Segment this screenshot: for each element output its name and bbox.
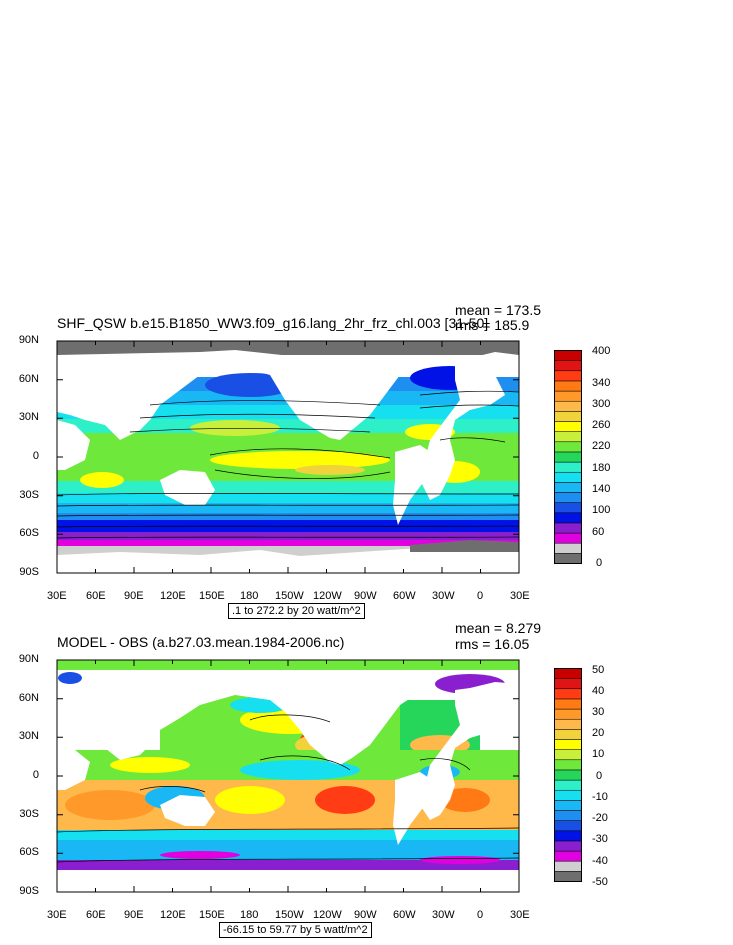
colorbar bbox=[554, 350, 582, 564]
colorbar-label: 40 bbox=[592, 685, 605, 697]
x-tick-label: 30W bbox=[432, 909, 455, 921]
colorbar-swatch bbox=[554, 789, 582, 801]
colorbar-swatch bbox=[554, 749, 582, 761]
colorbar bbox=[554, 668, 582, 882]
colorbar-label: 260 bbox=[592, 419, 611, 431]
x-tick-label: 150E bbox=[199, 909, 225, 921]
colorbar-swatch bbox=[554, 718, 582, 730]
x-tick-label: 30E bbox=[510, 590, 530, 602]
x-tick-label: 90W bbox=[354, 590, 377, 602]
colorbar-label: 10 bbox=[592, 748, 605, 760]
y-tick-label: 30N bbox=[18, 730, 39, 742]
x-tick-label: 0 bbox=[477, 909, 484, 921]
colorbar-swatch bbox=[554, 759, 582, 771]
y-tick-label: 30N bbox=[18, 411, 39, 423]
rms-value: rms = 185.9 bbox=[455, 317, 530, 333]
colorbar-swatch bbox=[554, 729, 582, 740]
y-tick-label: 30S bbox=[19, 808, 39, 820]
y-tick-label: 30S bbox=[19, 489, 39, 501]
colorbar-label: 400 bbox=[592, 345, 611, 357]
x-tick-label: 30E bbox=[510, 909, 530, 921]
x-tick-label: 60W bbox=[393, 590, 416, 602]
colorbar-swatch bbox=[554, 769, 582, 781]
colorbar-swatch bbox=[554, 860, 582, 872]
colorbar-label: 100 bbox=[592, 504, 611, 516]
colorbar-label: 30 bbox=[592, 706, 605, 718]
colorbar-label: -30 bbox=[592, 833, 608, 845]
x-tick-label: 150W bbox=[275, 909, 304, 921]
colorbar-label: 180 bbox=[592, 462, 611, 474]
colorbar-swatch bbox=[554, 698, 582, 710]
colorbar-swatch bbox=[554, 840, 582, 852]
colorbar-label: 0 bbox=[596, 770, 603, 782]
colorbar-label: -50 bbox=[592, 876, 608, 888]
y-tick-label: 90N bbox=[18, 334, 39, 346]
x-tick-label: 30E bbox=[47, 590, 67, 602]
y-tick-label: 0 bbox=[32, 769, 39, 781]
colorbar-swatch bbox=[554, 871, 582, 882]
x-tick-label: 120W bbox=[313, 590, 342, 602]
x-tick-label: 30W bbox=[432, 590, 455, 602]
y-tick-label: 60S bbox=[19, 527, 39, 539]
plot-title: MODEL - OBS (a.b27.03.mean.1984-2006.nc) bbox=[57, 634, 345, 650]
colorbar-label: 50 bbox=[592, 664, 605, 676]
map-plot bbox=[56, 340, 520, 574]
x-tick-label: 30E bbox=[47, 909, 67, 921]
y-tick-label: 90S bbox=[19, 566, 39, 578]
colorbar-label: 60 bbox=[592, 526, 605, 538]
colorbar-swatch bbox=[554, 830, 582, 842]
x-tick-label: 90E bbox=[124, 909, 144, 921]
colorbar-swatch bbox=[554, 820, 582, 832]
colorbar-swatch bbox=[554, 668, 582, 679]
x-tick-label: 60W bbox=[393, 909, 416, 921]
mean-value: mean = 8.279 bbox=[455, 620, 542, 636]
x-tick-label: 180 bbox=[240, 909, 259, 921]
contour-info-label: -66.15 to 59.77 by 5 watt/m^2 bbox=[219, 922, 372, 938]
colorbar-label: 300 bbox=[592, 398, 611, 410]
colorbar-swatch bbox=[554, 810, 582, 821]
colorbar-swatch bbox=[554, 850, 582, 862]
colorbar-label: 220 bbox=[592, 440, 611, 452]
colorbar-swatch bbox=[554, 678, 582, 690]
colorbar-label: -10 bbox=[592, 791, 608, 803]
x-tick-label: 120W bbox=[313, 909, 342, 921]
colorbar-swatch bbox=[554, 739, 582, 750]
y-tick-label: 60N bbox=[18, 373, 39, 385]
x-tick-label: 120E bbox=[160, 909, 186, 921]
x-tick-label: 90E bbox=[124, 590, 144, 602]
colorbar-label: -40 bbox=[592, 855, 608, 867]
colorbar-swatch bbox=[554, 779, 582, 791]
colorbar-swatch bbox=[554, 708, 582, 720]
x-tick-label: 60E bbox=[86, 590, 106, 602]
rms-value: rms = 16.05 bbox=[455, 636, 530, 652]
x-tick-label: 120E bbox=[160, 590, 186, 602]
x-tick-label: 180 bbox=[240, 590, 259, 602]
mean-value: mean = 173.5 bbox=[455, 302, 542, 318]
y-tick-label: 60N bbox=[18, 692, 39, 704]
colorbar-label: 340 bbox=[592, 377, 611, 389]
y-tick-label: 90S bbox=[19, 885, 39, 897]
colorbar-swatch bbox=[554, 688, 582, 700]
x-tick-label: 150E bbox=[199, 590, 225, 602]
x-tick-label: 150W bbox=[275, 590, 304, 602]
x-tick-label: 60E bbox=[86, 909, 106, 921]
y-tick-label: 0 bbox=[32, 450, 39, 462]
colorbar-label: 0 bbox=[596, 557, 603, 569]
colorbar-swatch bbox=[554, 800, 582, 811]
y-tick-label: 60S bbox=[19, 846, 39, 858]
plot-title: SHF_QSW b.e15.B1850_WW3.f09_g16.lang_2hr… bbox=[57, 315, 489, 331]
contour-info-label: .1 to 272.2 by 20 watt/m^2 bbox=[228, 603, 365, 619]
y-tick-label: 90N bbox=[18, 653, 39, 665]
colorbar-label: 20 bbox=[592, 727, 605, 739]
colorbar-label: 140 bbox=[592, 483, 611, 495]
colorbar-label: -20 bbox=[592, 812, 608, 824]
x-tick-label: 90W bbox=[354, 909, 377, 921]
panel-shf-qsw: mean = 173.5 rms = 185.9 SHF_QSW b.e15.B… bbox=[18, 302, 611, 619]
x-tick-label: 0 bbox=[477, 590, 484, 602]
